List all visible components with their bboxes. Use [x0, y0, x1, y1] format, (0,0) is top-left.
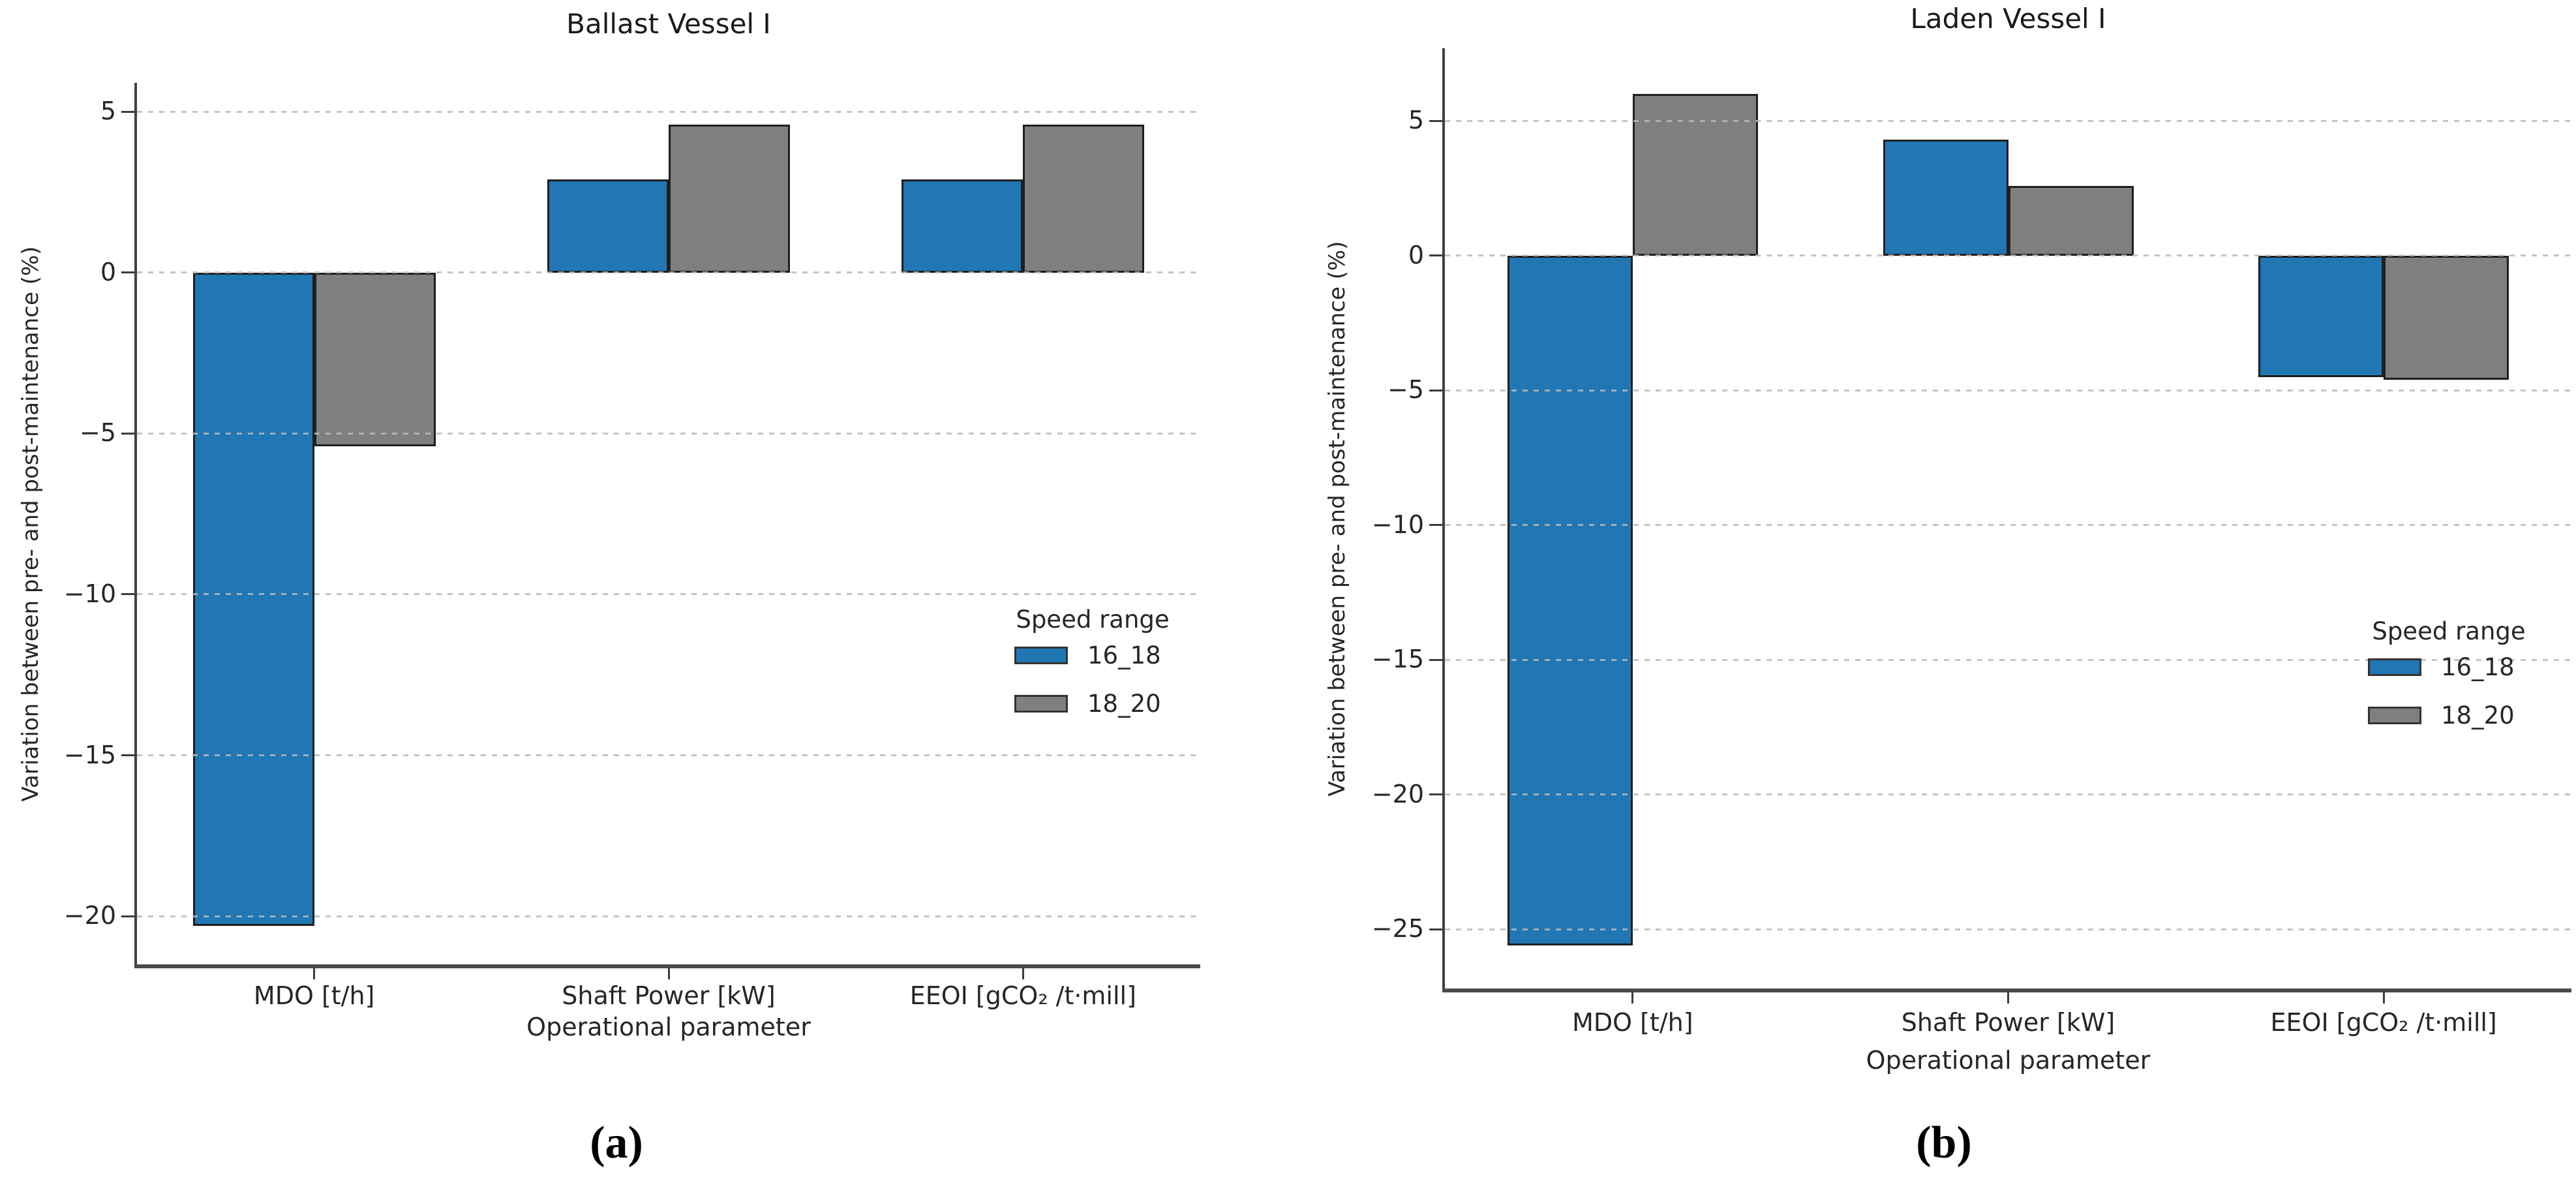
y-tick-label: 0 — [1408, 241, 1424, 270]
legend-item-16-18: 16_18 — [2360, 653, 2538, 681]
gridline-5 — [137, 110, 1200, 113]
legend-title: Speed range — [1016, 606, 1170, 634]
gridline--5 — [1445, 389, 2571, 391]
bar-16_18-1 — [1507, 255, 1633, 945]
x-tick-label: MDO [t/h] — [253, 981, 375, 1010]
y-tick-label: −10 — [63, 579, 116, 609]
y-tick-mark — [1429, 119, 1442, 122]
x-tick-label: Shaft Power [kW] — [1901, 1008, 2115, 1037]
y-tick-mark — [121, 271, 134, 274]
y-tick-mark — [1429, 793, 1442, 796]
y-tick-label: −25 — [1371, 914, 1424, 943]
y-tick-mark — [121, 110, 134, 113]
legend-label: 16_18 — [2441, 652, 2515, 681]
y-tick-mark — [121, 593, 134, 596]
y-tick-label: −20 — [63, 901, 116, 930]
gridline--5 — [137, 432, 1200, 435]
gridline--10 — [1445, 524, 2571, 527]
y-tick-mark — [1429, 928, 1442, 930]
gridline--10 — [137, 593, 1200, 596]
chart-a-y-axis-label: Variation between pre- and post-maintena… — [18, 245, 44, 802]
y-tick-mark — [1429, 389, 1442, 391]
x-tick-mark — [313, 968, 316, 979]
y-tick-label: −20 — [1371, 779, 1424, 808]
x-tick-mark — [2382, 992, 2385, 1004]
legend-label: 18_20 — [1087, 689, 1161, 718]
bar-16_18-2 — [1883, 140, 2008, 256]
y-tick-mark — [121, 754, 134, 756]
bar-16_18-3 — [902, 179, 1023, 273]
y-axis-spine — [134, 83, 137, 968]
gridline--15 — [137, 754, 1200, 756]
gridline--20 — [137, 915, 1200, 917]
y-tick-mark — [1429, 658, 1442, 661]
legend-item-18-20: 18_20 — [1007, 690, 1179, 718]
legend-swatch-blue — [2368, 658, 2421, 676]
chart-b-title: Laden Vessel I — [1910, 3, 2106, 35]
bar-18_20-1 — [314, 272, 436, 447]
legend-item-16-18: 16_18 — [1007, 641, 1179, 669]
gridline-0 — [137, 271, 1200, 274]
caption-a: (a) — [590, 1118, 643, 1168]
y-tick-mark — [121, 432, 134, 435]
chart-a-title: Ballast Vessel I — [566, 8, 771, 40]
legend-swatch-blue — [1014, 646, 1068, 664]
legend-label: 18_20 — [2441, 701, 2515, 729]
gridline--25 — [1445, 928, 2571, 930]
bar-16_18-2 — [547, 179, 669, 273]
chart-b-x-axis-label: Operational parameter — [1866, 1046, 2151, 1075]
y-tick-mark — [121, 915, 134, 917]
y-tick-label: −10 — [1371, 510, 1424, 539]
chart-a-legend: Speed range 16_18 18_20 — [1007, 606, 1179, 742]
y-tick-mark — [1429, 254, 1442, 257]
y-axis-spine — [1442, 48, 1445, 992]
y-tick-label: −15 — [63, 740, 116, 769]
gridline-5 — [1445, 119, 2571, 122]
y-tick-mark — [1429, 524, 1442, 527]
x-tick-label: EEOI [gCO₂ /t·mill] — [909, 981, 1136, 1010]
bar-16_18-1 — [192, 272, 314, 926]
x-axis-spine — [1442, 989, 2571, 992]
bar-16_18-3 — [2258, 255, 2384, 377]
y-tick-label: 5 — [100, 97, 116, 126]
legend-swatch-gray — [1014, 694, 1068, 713]
x-tick-mark — [1022, 968, 1024, 979]
x-axis-spine — [134, 964, 1200, 968]
gridline-0 — [1445, 254, 2571, 257]
caption-b: (b) — [1916, 1118, 1972, 1168]
x-tick-mark — [667, 968, 670, 979]
legend-title: Speed range — [2372, 617, 2526, 645]
x-tick-mark — [1631, 992, 1634, 1004]
y-tick-label: 0 — [100, 258, 116, 287]
y-tick-label: −5 — [1387, 375, 1424, 405]
legend-item-18-20: 18_20 — [2360, 701, 2538, 729]
y-tick-label: 5 — [1408, 106, 1424, 135]
bar-18_20-1 — [1632, 94, 1758, 256]
gridline--20 — [1445, 793, 2571, 796]
x-tick-mark — [2007, 992, 2009, 1004]
bar-18_20-3 — [2384, 255, 2509, 380]
x-tick-label: MDO [t/h] — [1572, 1008, 1693, 1037]
legend-swatch-gray — [2368, 706, 2421, 724]
y-tick-label: −5 — [79, 418, 116, 448]
bar-18_20-3 — [1023, 125, 1145, 273]
gridline--15 — [1445, 658, 2571, 661]
x-tick-label: Shaft Power [kW] — [562, 981, 776, 1010]
x-tick-label: EEOI [gCO₂ /t·mill] — [2270, 1008, 2497, 1037]
chart-a-x-axis-label: Operational parameter — [526, 1013, 811, 1041]
y-tick-label: −15 — [1371, 645, 1424, 674]
bar-18_20-2 — [669, 125, 790, 273]
legend-label: 16_18 — [1087, 641, 1161, 669]
chart-b-legend: Speed range 16_18 18_20 — [2360, 617, 2538, 754]
bar-18_20-2 — [2008, 185, 2134, 256]
